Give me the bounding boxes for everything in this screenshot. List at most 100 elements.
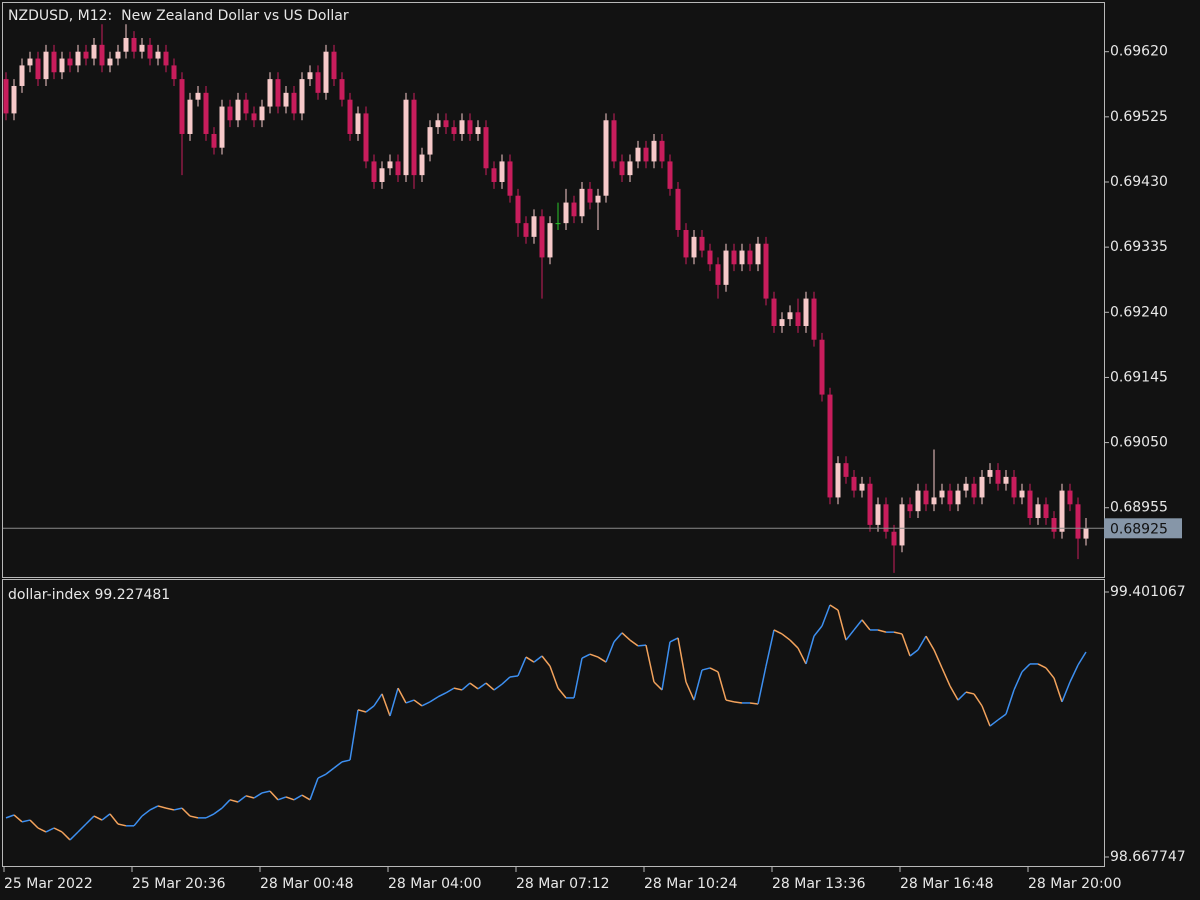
candle-body	[1083, 528, 1089, 539]
line-segment	[101, 813, 111, 821]
candle-body	[531, 216, 537, 237]
candle-body	[963, 483, 969, 491]
line-segment	[757, 665, 767, 705]
candle-body	[403, 99, 409, 176]
y-tick-label: 0.68955	[1110, 500, 1168, 516]
line-segment	[597, 656, 607, 663]
line-segment	[61, 831, 71, 841]
candle-body	[659, 140, 665, 162]
line-segment	[989, 719, 999, 727]
candle-body	[195, 92, 201, 100]
line-segment	[461, 682, 471, 691]
candle-body	[443, 120, 449, 128]
candle-body	[795, 312, 801, 327]
y-tick-label: 98.667747	[1110, 849, 1186, 865]
line-segment	[733, 701, 743, 704]
line-segment	[133, 815, 143, 827]
line-segment	[701, 667, 711, 671]
candle-body	[731, 250, 737, 265]
candle-body	[283, 92, 289, 107]
candle-body	[83, 51, 89, 59]
candle-body	[1019, 490, 1025, 498]
x-tick-label: 28 Mar 00:48	[260, 876, 353, 892]
line-segment	[485, 682, 495, 691]
candle-body	[635, 147, 641, 162]
candle-body	[723, 250, 729, 285]
line-segment	[893, 631, 903, 635]
x-tick-label: 25 Mar 2022	[4, 876, 93, 892]
line-segment	[765, 629, 775, 667]
candle-body	[811, 298, 817, 340]
candle-body	[179, 79, 185, 134]
line-segment	[853, 619, 863, 631]
candle-body	[387, 161, 393, 169]
line-segment	[845, 629, 855, 641]
candle-body	[947, 490, 953, 505]
candle-body	[643, 147, 649, 162]
line-segment	[5, 814, 15, 819]
candle-body	[131, 37, 137, 52]
candle-body	[835, 463, 841, 498]
line-segment	[933, 649, 943, 669]
candle-body	[595, 195, 601, 203]
line-segment	[109, 813, 119, 825]
line-segment	[181, 807, 191, 817]
line-segment	[725, 699, 735, 703]
candle-body	[355, 113, 361, 134]
candle-body	[995, 470, 1001, 484]
candle-body	[315, 72, 321, 93]
x-tick-label: 28 Mar 10:24	[644, 876, 738, 892]
candle-body	[75, 51, 81, 66]
line-segment	[205, 813, 215, 819]
line-segment	[357, 709, 367, 713]
candle-body	[539, 216, 545, 258]
candle-body	[211, 133, 217, 148]
candle-body	[875, 504, 881, 525]
candle-body	[843, 463, 849, 477]
candle-body	[707, 250, 713, 265]
line-segment	[685, 681, 695, 701]
line-segment	[405, 699, 415, 704]
candle-body	[123, 37, 129, 52]
candle-body	[891, 531, 897, 546]
candle-body	[11, 85, 17, 114]
candle-body	[755, 243, 761, 265]
line-segment	[429, 696, 439, 703]
candle-body	[379, 168, 385, 182]
y-tick-label: 0.69145	[1110, 369, 1168, 385]
candle-body	[739, 250, 745, 265]
line-segment	[293, 794, 303, 801]
line-segment	[349, 709, 359, 761]
line-segment	[861, 619, 871, 631]
indicator-label: dollar-index 99.227481	[8, 587, 170, 603]
candle-body	[299, 79, 305, 114]
candle-body	[491, 168, 497, 182]
candle-body	[987, 470, 993, 477]
candle-body	[427, 127, 433, 155]
candle-body	[219, 106, 225, 148]
chart-title: NZDUSD, M12: New Zealand Dollar vs US Do…	[8, 8, 349, 24]
candle-body	[371, 161, 377, 182]
line-segment	[229, 799, 239, 803]
candle-body	[35, 58, 41, 80]
candle-body	[803, 298, 809, 327]
candle-body	[563, 202, 569, 224]
candle-body	[979, 476, 985, 498]
candle-body	[411, 99, 417, 176]
candle-body	[507, 161, 513, 196]
candle-body	[683, 229, 689, 258]
line-segment	[517, 656, 527, 677]
candle-body	[451, 127, 457, 134]
candle-body	[187, 99, 193, 134]
x-tick-label: 28 Mar 16:48	[900, 876, 993, 892]
line-segment	[837, 609, 847, 641]
line-segment	[573, 658, 583, 699]
x-tick-label: 28 Mar 07:12	[516, 876, 609, 892]
candle-body	[555, 223, 561, 225]
candle-body	[923, 490, 929, 505]
line-segment	[141, 809, 151, 817]
candle-body	[667, 161, 673, 189]
y-tick-label: 0.69335	[1110, 239, 1168, 255]
line-segment	[397, 687, 407, 704]
candle-body	[515, 195, 521, 224]
